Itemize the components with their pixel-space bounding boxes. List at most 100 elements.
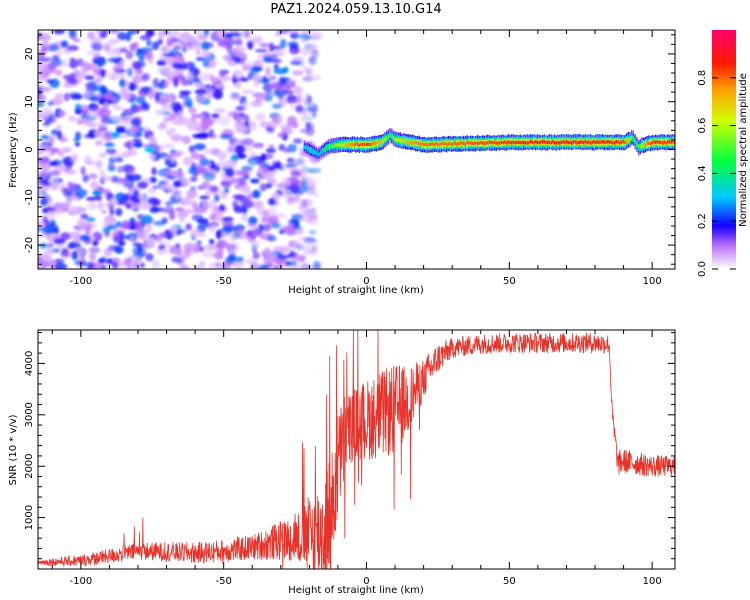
- noise-blob: [171, 37, 181, 43]
- noise-blob: [265, 66, 271, 77]
- noise-blob: [271, 222, 282, 229]
- noise-blob: [283, 77, 291, 82]
- track-cell: [361, 143, 364, 147]
- noise-blob: [39, 242, 48, 250]
- noise-blob: [77, 218, 86, 229]
- noise-blob: [139, 193, 145, 202]
- noise-blob: [290, 101, 296, 110]
- noise-blob: [164, 158, 172, 166]
- track-cell: [564, 140, 566, 145]
- noise-blob: [54, 93, 64, 99]
- noise-blob: [68, 92, 81, 98]
- noise-blob: [110, 175, 119, 183]
- noise-blob: [177, 190, 183, 195]
- track-cell: [399, 138, 401, 142]
- noise-blob: [269, 177, 277, 186]
- noise-blob: [87, 63, 96, 70]
- y-tick-label: 3000: [24, 402, 35, 427]
- track-cell: [601, 140, 604, 144]
- noise-blob: [119, 78, 126, 88]
- track-cell: [437, 143, 439, 147]
- noise-blob: [68, 30, 77, 40]
- noise-blob: [38, 253, 49, 259]
- noise-blob: [213, 107, 226, 114]
- noise-blob: [88, 252, 97, 261]
- noise-blob: [173, 77, 179, 87]
- track-cell: [403, 139, 405, 143]
- noise-blob: [203, 30, 210, 36]
- track-cell: [427, 143, 429, 147]
- noise-blob: [45, 256, 52, 262]
- track-cell: [528, 141, 530, 145]
- track-cell: [382, 139, 384, 144]
- noise-blob: [88, 246, 101, 254]
- track-cell: [411, 141, 413, 145]
- track-cell: [627, 138, 629, 143]
- noise-blob: [170, 134, 184, 142]
- noise-blob: [252, 35, 263, 44]
- noise-blob: [71, 250, 79, 260]
- noise-blob: [89, 180, 100, 190]
- colorbar-tick-label: 0.4: [697, 165, 708, 181]
- noise-blob: [295, 192, 304, 197]
- noise-blob: [287, 223, 295, 228]
- track-cell: [451, 142, 453, 146]
- noise-blob: [216, 161, 225, 167]
- noise-blob: [254, 200, 264, 210]
- noise-blob: [115, 221, 122, 227]
- noise-blob: [42, 208, 48, 214]
- noise-blob: [235, 230, 245, 235]
- noise-blob: [68, 241, 78, 249]
- track-cell: [538, 141, 540, 145]
- noise-blob: [279, 245, 291, 254]
- track-cell: [315, 150, 318, 155]
- noise-blob: [209, 239, 215, 245]
- noise-blob: [232, 259, 244, 269]
- track-cell: [349, 143, 352, 147]
- noise-blob: [111, 262, 119, 269]
- track-cell: [420, 142, 422, 146]
- noise-blob: [41, 108, 54, 117]
- track-cell: [672, 140, 674, 144]
- track-cell: [313, 150, 316, 155]
- track-cell: [418, 141, 420, 146]
- noise-blob: [295, 105, 304, 113]
- noise-blob: [179, 90, 192, 95]
- noise-blob: [94, 56, 107, 67]
- track-cell: [523, 140, 525, 145]
- noise-blob: [273, 63, 279, 70]
- noise-blob: [182, 156, 194, 166]
- noise-blob: [300, 198, 313, 208]
- spectrogram-signal-track: [303, 128, 675, 162]
- noise-blob: [132, 138, 142, 143]
- noise-blob: [284, 260, 292, 267]
- noise-blob: [85, 160, 96, 166]
- noise-blob: [102, 101, 110, 111]
- track-cell: [569, 140, 571, 145]
- track-cell: [456, 142, 458, 146]
- track-cell: [500, 140, 503, 145]
- noise-blob: [291, 121, 299, 129]
- track-cell: [469, 141, 472, 145]
- noise-blob: [96, 128, 103, 133]
- noise-highlight: [144, 146, 155, 153]
- y-tick-label: 10: [24, 95, 35, 108]
- track-cell: [535, 140, 537, 144]
- noise-blob: [84, 75, 95, 80]
- track-cell: [531, 140, 533, 144]
- noise-blob: [286, 94, 298, 104]
- noise-blob: [77, 119, 83, 125]
- noise-blob: [61, 148, 72, 154]
- x-tick-label: 100: [643, 276, 662, 287]
- noise-blob: [118, 233, 124, 241]
- noise-blob: [54, 258, 65, 264]
- noise-blob: [129, 42, 137, 52]
- track-cell: [379, 140, 381, 144]
- noise-blob: [91, 262, 104, 269]
- track-cell: [497, 141, 499, 145]
- noise-blob: [261, 223, 272, 232]
- noise-blob: [68, 115, 76, 122]
- track-cell: [331, 144, 333, 149]
- noise-blob: [99, 69, 106, 78]
- track-cell: [372, 141, 374, 145]
